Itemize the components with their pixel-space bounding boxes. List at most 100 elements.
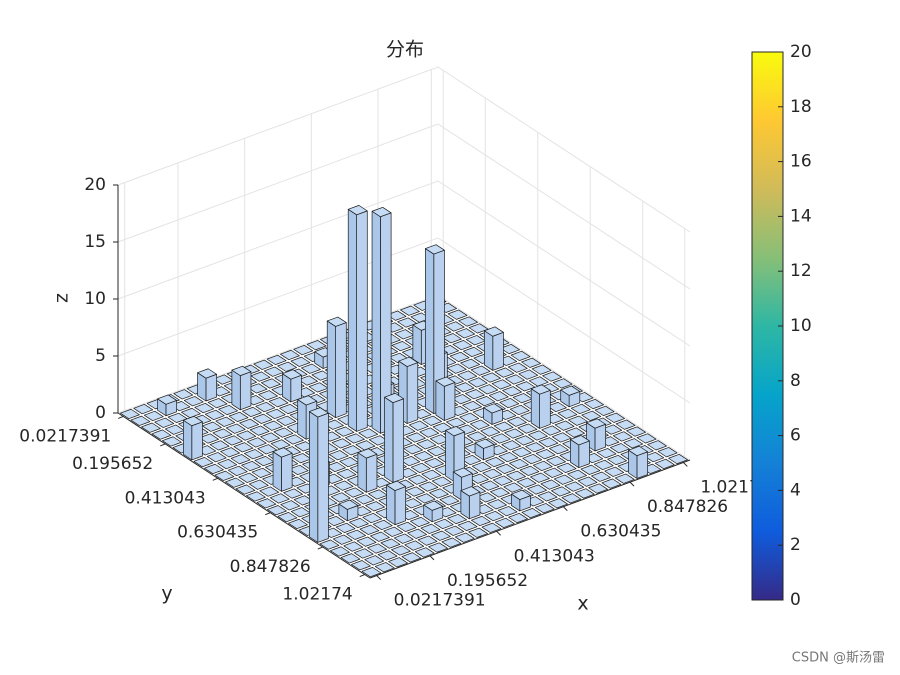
bar-top [475, 396, 496, 407]
bar [541, 425, 562, 436]
bar [574, 488, 595, 499]
bar-top [223, 435, 243, 446]
bar-top [431, 530, 451, 541]
bar [143, 410, 164, 422]
bar [415, 493, 436, 504]
bar-top [494, 517, 515, 529]
bar [494, 517, 515, 529]
bar-top [439, 495, 460, 506]
bar [498, 452, 519, 463]
bar-top [288, 518, 308, 530]
bar-top [570, 403, 591, 415]
bar-top [400, 455, 421, 467]
bar-face [231, 369, 241, 411]
bar-top [465, 389, 485, 400]
bar-top [335, 522, 356, 533]
bar-top [309, 407, 329, 418]
bar-top [644, 451, 665, 463]
bar [505, 374, 525, 385]
bar-top [183, 396, 204, 407]
bar-top [209, 440, 230, 451]
bar-top [344, 487, 364, 498]
bar [479, 480, 500, 491]
bar-top [218, 404, 238, 416]
bar [612, 431, 633, 442]
bar-top [447, 309, 468, 320]
bar [225, 423, 246, 434]
bar [454, 532, 475, 543]
bar-top [501, 440, 522, 451]
bar-top [282, 369, 302, 380]
bar [356, 536, 377, 547]
bar-top [459, 412, 480, 423]
bar-top [365, 501, 385, 512]
bar-top [615, 419, 636, 430]
bar-top [458, 316, 478, 327]
bar [361, 567, 382, 578]
bar-face [356, 210, 368, 432]
bar-top [528, 430, 548, 441]
bar [199, 433, 219, 444]
bar [334, 426, 355, 437]
bar-top [449, 351, 470, 362]
bar-top [511, 489, 531, 500]
bar [647, 440, 667, 451]
bar-top [290, 356, 311, 367]
bar [556, 462, 577, 473]
bar-top [498, 452, 519, 463]
x-tick-label: 0.0217391 [394, 591, 486, 611]
bar-top [256, 498, 277, 509]
bar-top [446, 417, 466, 428]
bar [345, 433, 365, 444]
bar-top [485, 456, 505, 468]
bar-face [578, 440, 590, 469]
bar [469, 473, 489, 484]
bar-top [247, 383, 268, 394]
bar-top [306, 340, 327, 351]
bar-top [552, 378, 573, 389]
bar-top [548, 498, 568, 509]
bar-top [607, 454, 627, 466]
z-tick-label: 20 [84, 175, 106, 195]
bar [511, 447, 532, 458]
bar-top [183, 415, 203, 427]
bar-top [492, 475, 513, 486]
bar-top [484, 326, 504, 337]
bar-face [290, 374, 302, 403]
bar-top [359, 524, 380, 535]
bar-top [601, 478, 622, 489]
bar-top [428, 542, 448, 553]
bar [528, 376, 549, 387]
bar [367, 543, 387, 554]
bar-top [291, 453, 312, 464]
bar [439, 495, 460, 506]
bar [449, 351, 470, 362]
bar-top [495, 463, 516, 474]
bar-face [281, 452, 293, 492]
bar-top [424, 457, 444, 469]
bar [290, 507, 311, 518]
bar [277, 361, 297, 372]
bar-top [407, 528, 427, 539]
bar [511, 489, 531, 512]
bar [605, 412, 625, 423]
bar [507, 416, 527, 427]
bar [130, 415, 151, 426]
colorbar-tick-label: 8 [790, 371, 801, 391]
bar [469, 419, 490, 430]
bar-top [594, 405, 615, 416]
bar-face [539, 389, 551, 429]
bar [478, 384, 499, 395]
bar [260, 432, 280, 443]
bar [254, 456, 275, 467]
bar-top [372, 519, 393, 531]
bar-top [370, 531, 390, 542]
bar [654, 458, 675, 470]
bar [404, 540, 425, 551]
bar-top [279, 403, 299, 415]
bar [151, 429, 172, 440]
bar-top [500, 343, 520, 355]
bar [326, 316, 347, 419]
x-tick-label: 0.195652 [447, 571, 528, 591]
